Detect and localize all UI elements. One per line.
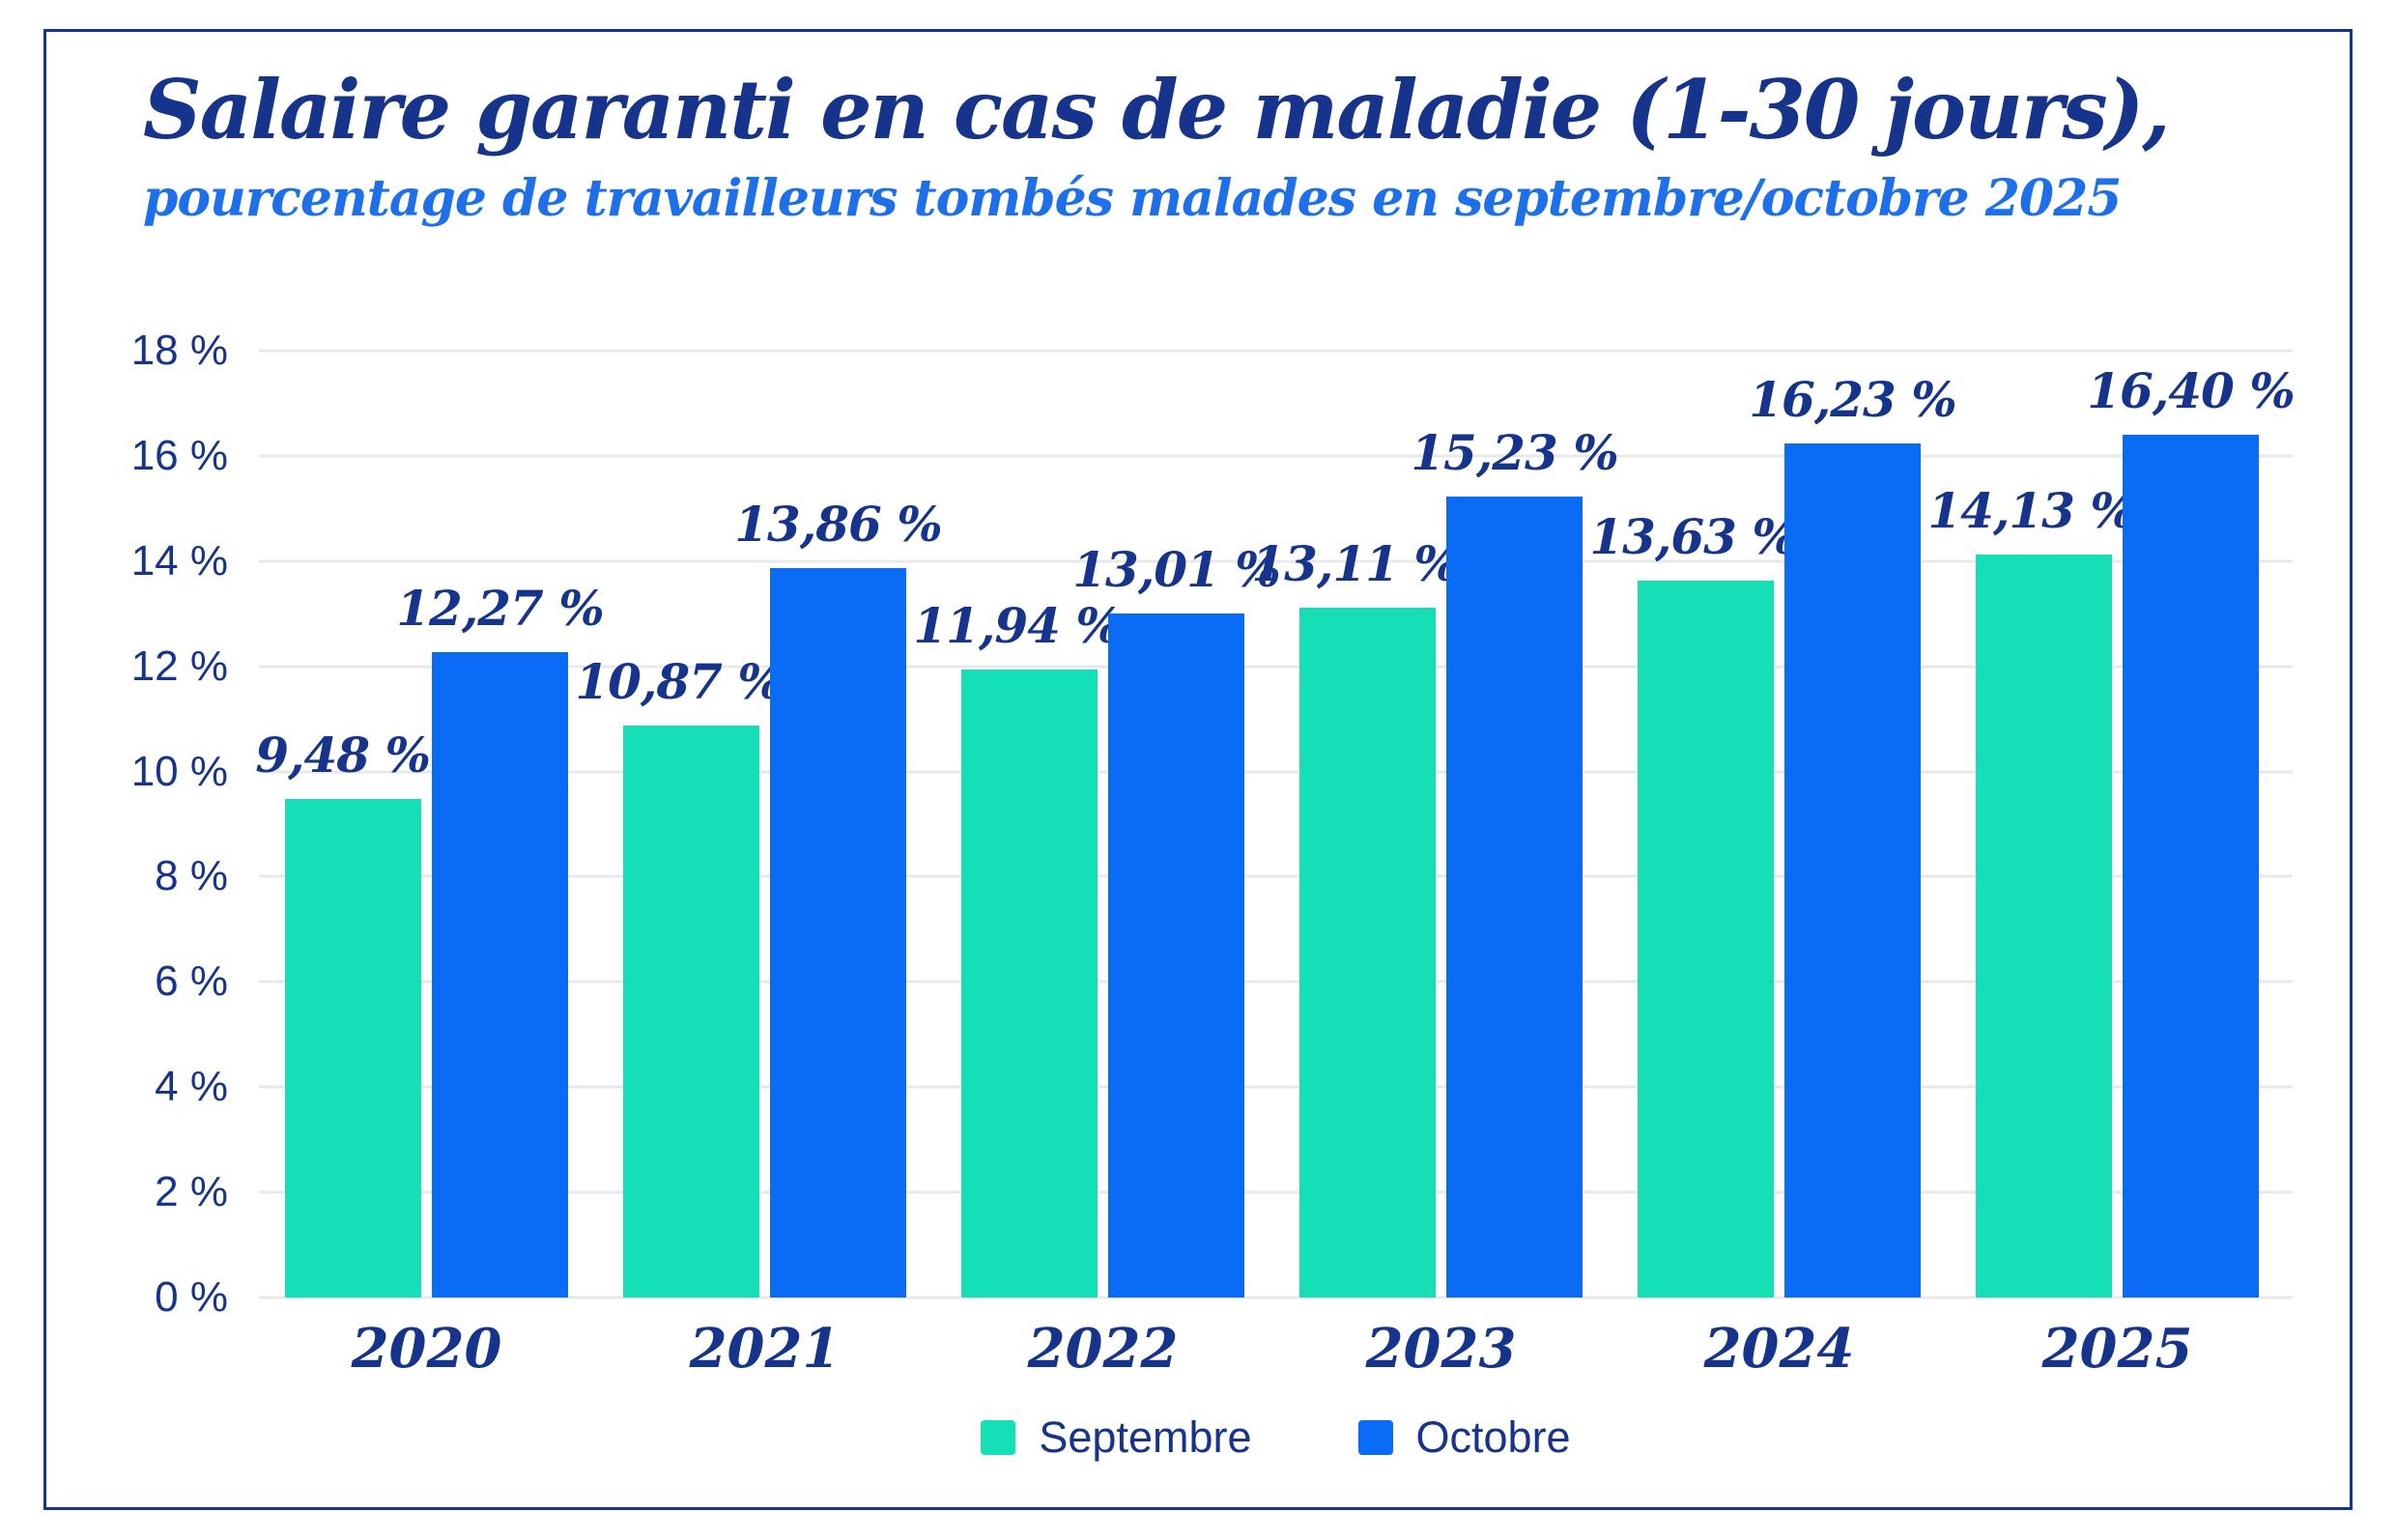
y-tick-label-10: 10 % bbox=[130, 747, 228, 795]
data-label-octobre-2022: 13,01 % bbox=[1072, 540, 1280, 598]
data-label-septembre-2024: 13,63 % bbox=[1589, 507, 1797, 565]
bar-group-2020: 9,48 % 12,27 % 2020 bbox=[255, 351, 605, 1381]
legend-item-septembre: Septembre bbox=[981, 1412, 1252, 1463]
bar-group-2024: 13,63 % 16,23 % 2024 bbox=[1589, 351, 1957, 1381]
bar-octobre-2023: 15,23 % bbox=[1411, 424, 1619, 1298]
bar-octobre-2025: 16,40 % bbox=[2087, 362, 2296, 1298]
plot-area: 9,48 % 12,27 % 2020 10,87 % 13,86 % 2021 11,94… bbox=[255, 349, 2296, 1381]
bar-septembre-2023: 13,11 % bbox=[1251, 535, 1460, 1298]
x-axis-label-2021: 2021 bbox=[689, 1317, 841, 1381]
y-tick-label-8: 8 % bbox=[155, 852, 228, 900]
y-tick-label-6: 6 % bbox=[155, 957, 228, 1006]
data-label-octobre-2020: 12,27 % bbox=[396, 579, 604, 637]
chart-frame: Salaire garanti en cas de maladie (1-30 … bbox=[43, 29, 2353, 1510]
gridline-12 bbox=[259, 665, 2293, 669]
gridline-10 bbox=[259, 770, 2293, 774]
gridline-6 bbox=[259, 980, 2293, 984]
x-axis-label-2023: 2023 bbox=[1365, 1317, 1517, 1381]
bar-octobre-2022: 13,01 % bbox=[1072, 541, 1281, 1298]
bar-octobre-2024: 16,23 % bbox=[1749, 371, 1957, 1298]
y-tick-label-2: 2 % bbox=[155, 1168, 228, 1216]
bar-octobre-2021: 13,86 % bbox=[734, 496, 943, 1298]
y-axis: 18 % 16 % 14 % 12 % 10 % 8 % 6 % 4 % 2 % 0 % bbox=[66, 327, 228, 1321]
data-label-septembre-2022: 11,94 % bbox=[913, 596, 1121, 654]
data-label-octobre-2024: 16,23 % bbox=[1749, 371, 1956, 429]
legend: Septembre Octobre bbox=[259, 1412, 2293, 1463]
x-axis-label-2025: 2025 bbox=[2041, 1317, 2193, 1381]
y-tick-label-18: 18 % bbox=[130, 327, 228, 374]
legend-swatch-septembre bbox=[981, 1420, 1016, 1455]
x-axis-label-2020: 2020 bbox=[351, 1317, 502, 1381]
gridline-14 bbox=[259, 559, 2293, 563]
y-tick-label-14: 14 % bbox=[130, 536, 228, 585]
bar-group-2022: 11,94 % 13,01 % 2022 bbox=[913, 351, 1281, 1381]
y-tick-label-12: 12 % bbox=[130, 642, 228, 690]
bar-septembre-2020: 9,48 % bbox=[255, 727, 431, 1298]
gridline-18 bbox=[259, 349, 2293, 353]
legend-label-octobre: Octobre bbox=[1415, 1412, 1571, 1462]
y-tick-label-16: 16 % bbox=[130, 431, 228, 479]
bar-septembre-2021: 10,87 % bbox=[575, 653, 784, 1298]
gridline-16 bbox=[259, 454, 2293, 458]
bar-septembre-2022: 11,94 % bbox=[913, 597, 1122, 1298]
legend-swatch-octobre bbox=[1357, 1420, 1393, 1455]
x-axis-label-2024: 2024 bbox=[1703, 1317, 1855, 1381]
data-label-octobre-2025: 16,40 % bbox=[2087, 362, 2295, 420]
y-tick-label-0: 0 % bbox=[155, 1273, 228, 1321]
chart-title: Salaire garanti en cas de maladie (1-30 … bbox=[143, 62, 2171, 157]
data-label-octobre-2023: 15,23 % bbox=[1411, 423, 1618, 481]
bar-septembre-2025: 14,13 % bbox=[1927, 482, 2136, 1298]
gridline-8 bbox=[259, 874, 2293, 878]
gridline-0 bbox=[259, 1296, 2293, 1299]
y-tick-label-4: 4 % bbox=[155, 1063, 228, 1111]
data-label-septembre-2025: 14,13 % bbox=[1927, 481, 2135, 539]
chart-subtitle: pourcentage de travailleurs tombés malad… bbox=[143, 169, 2122, 229]
legend-label-septembre: Septembre bbox=[1039, 1412, 1252, 1462]
data-label-septembre-2021: 10,87 % bbox=[575, 653, 783, 711]
gridline-4 bbox=[259, 1085, 2293, 1089]
bar-group-2021: 10,87 % 13,86 % 2021 bbox=[575, 351, 943, 1381]
x-axis-label-2022: 2022 bbox=[1027, 1317, 1179, 1381]
bar-septembre-2024: 13,63 % bbox=[1589, 508, 1798, 1298]
bars-row: 9,48 % 12,27 % 2020 10,87 % 13,86 % 2021 11,94… bbox=[255, 351, 2296, 1381]
legend-item-octobre: Octobre bbox=[1357, 1412, 1571, 1463]
gridline-2 bbox=[259, 1190, 2293, 1194]
bar-group-2023: 13,11 % 15,23 % 2023 bbox=[1251, 351, 1619, 1381]
data-label-septembre-2020: 9,48 % bbox=[255, 726, 431, 784]
bar-octobre-2020: 12,27 % bbox=[396, 580, 605, 1298]
bar-group-2025: 14,13 % 16,40 % 2025 bbox=[1927, 351, 2296, 1381]
data-label-octobre-2021: 13,86 % bbox=[734, 496, 942, 554]
data-label-septembre-2023: 13,11 % bbox=[1251, 535, 1459, 593]
